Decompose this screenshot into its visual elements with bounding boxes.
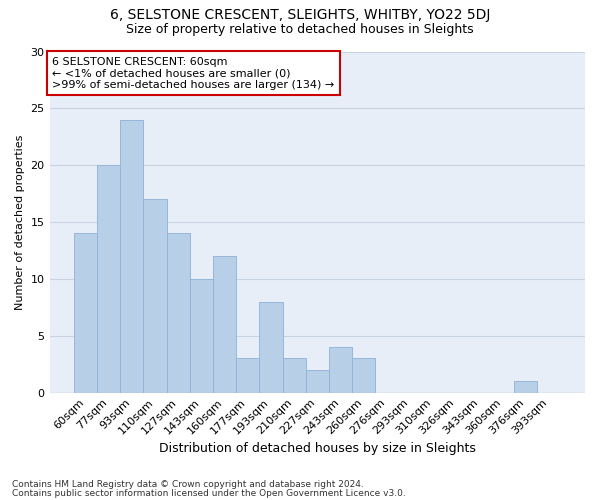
Bar	[259, 302, 283, 392]
Bar	[143, 200, 167, 392]
Bar	[190, 279, 213, 392]
Text: 6 SELSTONE CRESCENT: 60sqm
← <1% of detached houses are smaller (0)
>99% of semi: 6 SELSTONE CRESCENT: 60sqm ← <1% of deta…	[52, 56, 334, 90]
Bar	[236, 358, 259, 392]
Text: Size of property relative to detached houses in Sleights: Size of property relative to detached ho…	[126, 22, 474, 36]
Bar	[213, 256, 236, 392]
Bar	[74, 234, 97, 392]
Y-axis label: Number of detached properties: Number of detached properties	[15, 134, 25, 310]
Bar	[167, 234, 190, 392]
Bar	[352, 358, 375, 392]
Text: Contains HM Land Registry data © Crown copyright and database right 2024.: Contains HM Land Registry data © Crown c…	[12, 480, 364, 489]
Bar	[120, 120, 143, 392]
Bar	[329, 347, 352, 393]
Text: 6, SELSTONE CRESCENT, SLEIGHTS, WHITBY, YO22 5DJ: 6, SELSTONE CRESCENT, SLEIGHTS, WHITBY, …	[110, 8, 490, 22]
Bar	[305, 370, 329, 392]
Bar	[97, 165, 120, 392]
X-axis label: Distribution of detached houses by size in Sleights: Distribution of detached houses by size …	[159, 442, 476, 455]
Bar	[283, 358, 305, 392]
Bar	[514, 381, 538, 392]
Text: Contains public sector information licensed under the Open Government Licence v3: Contains public sector information licen…	[12, 488, 406, 498]
